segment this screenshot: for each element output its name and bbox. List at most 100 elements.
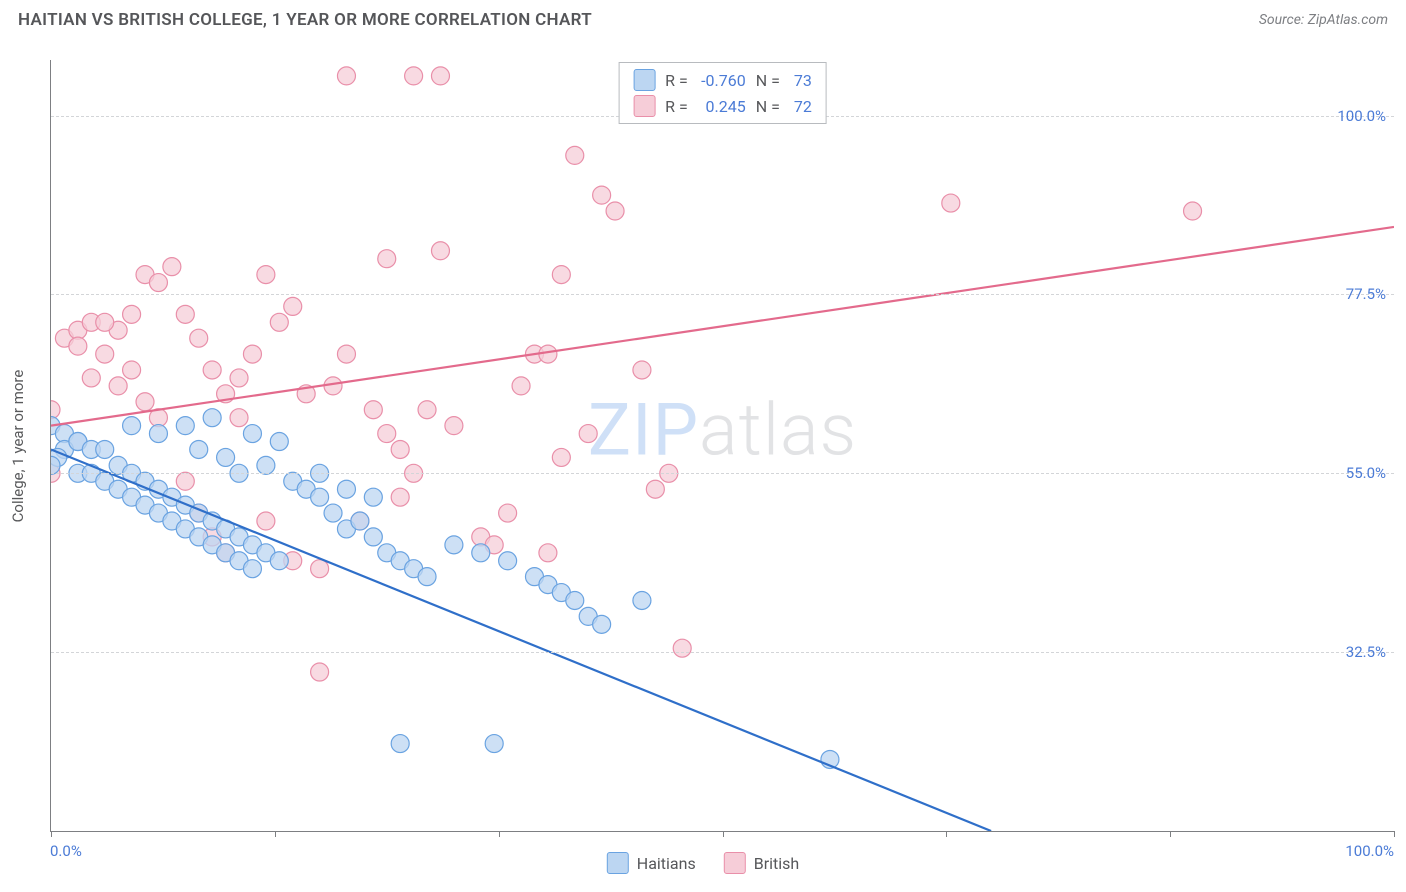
scatter-point [149,425,167,443]
scatter-svg [51,60,1394,831]
scatter-point [633,591,651,609]
scatter-point [203,409,221,427]
legend-swatch-haitians [633,69,655,91]
scatter-point [123,417,141,435]
chart-header: HAITIAN VS BRITISH COLLEGE, 1 YEAR OR MO… [0,0,1406,38]
n-value-haitians: 73 [786,71,812,90]
scatter-point [123,361,141,379]
legend-item-haitians: Haitians [607,852,696,874]
scatter-point [69,337,87,355]
scatter-point [431,242,449,260]
scatter-point [539,544,557,562]
scatter-point [552,448,570,466]
x-tick-label-min: 0.0% [50,842,82,860]
scatter-point [176,305,194,323]
grid-line [51,652,1394,653]
x-tick [275,831,276,837]
scatter-point [351,512,369,530]
scatter-point [378,425,396,443]
scatter-point [391,735,409,753]
scatter-point [82,369,100,387]
scatter-point [230,409,248,427]
scatter-point [243,345,261,363]
correlation-legend-row-british: R = 0.245 N = 72 [633,95,812,117]
scatter-point [96,313,114,331]
scatter-point [190,329,208,347]
scatter-point [391,440,409,458]
scatter-point [190,440,208,458]
scatter-point [176,472,194,490]
legend-item-british: British [724,852,799,874]
scatter-point [593,186,611,204]
y-tick-label: 55.0% [1346,464,1386,482]
scatter-point [1184,202,1202,220]
n-label: N = [756,97,780,116]
x-tick [946,831,947,837]
scatter-point [942,194,960,212]
scatter-point [405,67,423,85]
scatter-point [673,639,691,657]
chart-plot-area: ZIPatlas R =-0.760 N =73 R =0.245 N =72 … [50,60,1394,832]
scatter-point [109,377,127,395]
scatter-point [257,266,275,284]
scatter-point [606,202,624,220]
y-tick-label: 77.5% [1346,285,1386,303]
legend-label-haitians: Haitians [637,854,696,873]
y-axis-label: College, 1 year or more [9,370,27,523]
scatter-point [136,393,154,411]
correlation-legend-row-haitians: R =-0.760 N =73 [633,69,812,91]
legend-swatch-british [633,95,655,117]
scatter-point [203,361,221,379]
trend-line [51,227,1394,426]
scatter-point [257,512,275,530]
scatter-point [364,528,382,546]
scatter-point [96,440,114,458]
scatter-point [472,544,490,562]
scatter-point [257,456,275,474]
x-tick [499,831,500,837]
scatter-point [593,615,611,633]
scatter-point [499,504,517,522]
scatter-point [311,560,329,578]
correlation-legend: R =-0.760 N =73 R = 0.245 N = 72 [618,62,827,124]
chart-source: Source: ZipAtlas.com [1259,12,1388,28]
scatter-point [270,433,288,451]
r-label: R = [665,97,688,116]
scatter-point [431,67,449,85]
legend-label-british: British [754,854,799,873]
scatter-point [51,401,60,419]
scatter-point [445,536,463,554]
scatter-point [243,560,261,578]
scatter-point [512,377,530,395]
scatter-point [324,504,342,522]
source-name: ZipAtlas.com [1308,12,1388,28]
scatter-point [270,313,288,331]
x-tick [51,831,52,837]
source-prefix: Source: [1259,12,1308,28]
scatter-point [364,401,382,419]
x-tick-label-max: 100.0% [1345,842,1394,860]
y-tick-label: 100.0% [1337,107,1386,125]
scatter-point [552,266,570,284]
x-tick [1394,831,1395,837]
scatter-point [566,146,584,164]
series-legend: Haitians British [607,852,799,874]
scatter-point [217,448,235,466]
scatter-point [418,568,436,586]
y-tick-label: 32.5% [1346,643,1386,661]
x-tick [1170,831,1171,837]
scatter-point [270,552,288,570]
scatter-point [149,274,167,292]
scatter-point [499,552,517,570]
scatter-point [243,425,261,443]
grid-line [51,294,1394,295]
r-value-haitians: -0.760 [694,71,746,90]
n-value-british: 72 [786,97,812,116]
r-value-british: 0.245 [694,97,746,116]
scatter-point [485,735,503,753]
scatter-point [364,488,382,506]
scatter-point [391,488,409,506]
scatter-point [337,67,355,85]
grid-line [51,473,1394,474]
scatter-point [337,345,355,363]
